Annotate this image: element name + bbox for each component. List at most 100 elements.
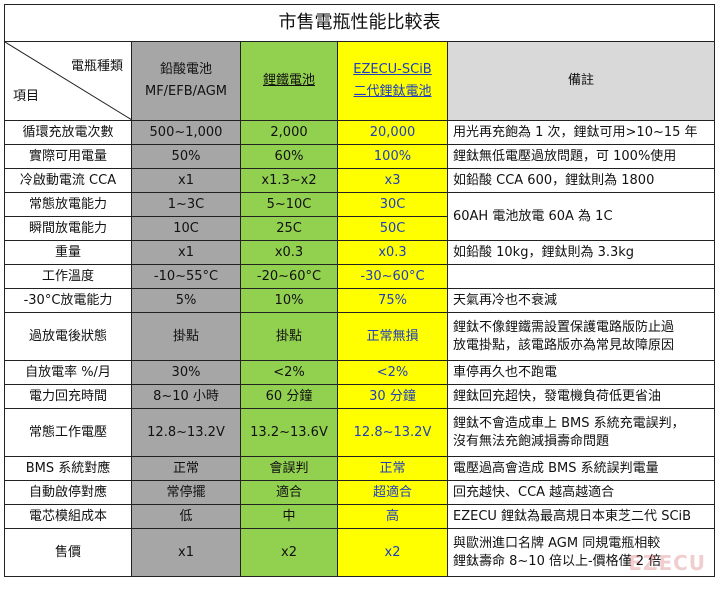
table-row: 重量 x1 x0.3 x0.3 如鉛酸 10kg，鋰鈦則為 3.3kg (4, 240, 716, 265)
cell-lead-acid: -10~55°C (131, 264, 241, 289)
cell-note: 如鉛酸 10kg，鋰鈦則為 3.3kg (446, 240, 716, 265)
cell-lead-acid: 500~1,000 (131, 120, 241, 145)
table-row: BMS 系統對應 正常 會誤判 正常 電壓過高會造成 BMS 系統誤判電量 (4, 456, 716, 481)
cell-lithium-titanate: x2 (337, 528, 448, 577)
cell-lithium-iron: 25C (240, 216, 338, 241)
cell-note: 60AH 電池放電 60A 為 1C (446, 192, 716, 241)
table-row: 電力回充時間 8~10 小時 60 分鐘 30 分鐘 鋰鈦回充超快，發電機負荷低… (4, 384, 716, 409)
row-label: BMS 系統對應 (4, 456, 132, 481)
comparison-table: 市售電瓶性能比較表 電瓶種類 項目 鉛酸電池 MF/EFB/AGM 鋰鐵電池 E… (3, 4, 716, 577)
table-row: -30°C放電能力 5% 10% 75% 天氣再冷也不衰減 (4, 288, 716, 313)
cell-lithium-iron: 適合 (240, 480, 338, 505)
cell-lithium-titanate: 正常 (337, 456, 448, 481)
table-row: 冷啟動電流 CCA x1 x1.3~x2 x3 如鉛酸 CCA 600，鋰鈦則為… (4, 168, 716, 193)
row-label: 自動啟停對應 (4, 480, 132, 505)
comparison-sheet: 市售電瓶性能比較表 電瓶種類 項目 鉛酸電池 MF/EFB/AGM 鋰鐵電池 E… (3, 4, 716, 577)
cell-lead-acid: 50% (131, 144, 241, 169)
cell-lead-acid: x1 (131, 240, 241, 265)
note-line: 鋰鈦壽命 8~10 倍以上-價格僅 2 倍 (453, 553, 662, 569)
cell-lithium-iron: 5~10C (240, 192, 338, 217)
table-row: 工作溫度 -10~55°C -20~60°C -30~60°C (4, 264, 716, 289)
cell-lithium-titanate: 高 (337, 504, 448, 529)
cell-note (446, 264, 716, 289)
cell-lithium-iron: x2 (240, 528, 338, 577)
cell-note: EZECU 鋰鈦為最高規日本東芝二代 SCiB (446, 504, 716, 529)
header-row: 電瓶種類 項目 鉛酸電池 MF/EFB/AGM 鋰鐵電池 EZECU-SCiB … (4, 41, 716, 121)
header-lithium-iron: 鋰鐵電池 (240, 41, 338, 121)
header-lead-acid-line1: 鉛酸電池 (159, 62, 212, 77)
header-lead-acid-line2: MF/EFB/AGM (144, 84, 228, 99)
row-label: 電力回充時間 (4, 384, 132, 409)
cell-lithium-titanate: 50C (337, 216, 448, 241)
table-row: 常態工作電壓 12.8~13.2V 13.2~13.6V 12.8~13.2V … (4, 408, 716, 457)
table-row: 實際可用電量 50% 60% 100% 鋰鈦無低電壓過放問題，可 100%使用 (4, 144, 716, 169)
cell-lithium-titanate: 75% (337, 288, 448, 313)
table-row: 售價 x1 x2 x2 與歐洲進口名牌 AGM 同規電瓶相較 鋰鈦壽命 8~10… (4, 528, 716, 577)
header-lithium-titanate: EZECU-SCiB 二代鋰鈦電池 (337, 41, 448, 121)
cell-lead-acid: 30% (131, 360, 241, 385)
cell-lead-acid: 10C (131, 216, 241, 241)
cell-note: 如鉛酸 CCA 600，鋰鈦則為 1800 (446, 168, 716, 193)
cell-note: 鋰鈦無低電壓過放問題，可 100%使用 (446, 144, 716, 169)
row-label: 售價 (4, 528, 132, 577)
cell-lithium-iron: 60 分鐘 (240, 384, 338, 409)
cell-lead-acid: 12.8~13.2V (131, 408, 241, 457)
cell-lithium-titanate: x3 (337, 168, 448, 193)
cell-lithium-titanate: 30 分鐘 (337, 384, 448, 409)
cell-note: 電壓過高會造成 BMS 系統誤判電量 (446, 456, 716, 481)
note-line: 鋰鈦不像鋰鐵需設置保護電路版防止過 (453, 319, 675, 335)
cell-lead-acid: 掛點 (131, 312, 241, 361)
row-label: 自放電率 %/月 (4, 360, 132, 385)
row-label: 重量 (4, 240, 132, 265)
header-notes: 備註 (446, 41, 716, 121)
cell-lithium-iron: 會誤判 (240, 456, 338, 481)
table-title: 市售電瓶性能比較表 (3, 4, 716, 42)
header-lithium-titanate-line2: 二代鋰鈦電池 (353, 84, 432, 99)
cell-lithium-titanate: x0.3 (337, 240, 448, 265)
note-line: 與歐洲進口名牌 AGM 同規電瓶相較 (453, 535, 661, 551)
cell-note: 用光再充飽為 1 次，鋰鈦可用>10~15 年 (446, 120, 716, 145)
note-line: 鋰鈦不會造成車上 BMS 系統充電誤判， (453, 415, 685, 431)
table-row: 自放電率 %/月 30% <2% <2% 車停再久也不跑電 (4, 360, 716, 385)
row-label: 常態放電能力 (4, 192, 132, 217)
cell-note: 鋰鈦不像鋰鐵需設置保護電路版防止過 放電掛點，該電路版亦為常見故障原因 (446, 312, 716, 361)
row-label: 循環充放電次數 (4, 120, 132, 145)
row-label: -30°C放電能力 (4, 288, 132, 313)
row-label: 瞬間放電能力 (4, 216, 132, 241)
cell-note: 車停再久也不跑電 (446, 360, 716, 385)
watermark-logo: EZECU (628, 551, 707, 575)
note-line: 放電掛點，該電路版亦為常見故障原因 (453, 337, 675, 353)
cell-lithium-titanate: -30~60°C (337, 264, 448, 289)
corner-bottom-label: 項目 (13, 89, 40, 104)
table-row: 過放電後狀態 掛點 掛點 正常無損 鋰鈦不像鋰鐵需設置保護電路版防止過 放電掛點… (4, 312, 716, 361)
row-label: 實際可用電量 (4, 144, 132, 169)
cell-lithium-titanate: 正常無損 (337, 312, 448, 361)
cell-lithium-iron: 10% (240, 288, 338, 313)
cell-lithium-iron: x0.3 (240, 240, 338, 265)
cell-lead-acid: 常停擺 (131, 480, 241, 505)
cell-note: 天氣再冷也不衰減 (446, 288, 716, 313)
cell-lithium-titanate: 超適合 (337, 480, 448, 505)
cell-lithium-titanate: 100% (337, 144, 448, 169)
cell-lead-acid: x1 (131, 168, 241, 193)
cell-lead-acid: 8~10 小時 (131, 384, 241, 409)
table-row: 自動啟停對應 常停擺 適合 超適合 回充越快、CCA 越高越適合 (4, 480, 716, 505)
header-lead-acid: 鉛酸電池 MF/EFB/AGM (131, 41, 241, 121)
cell-lithium-iron: 13.2~13.6V (240, 408, 338, 457)
title-row: 市售電瓶性能比較表 (3, 4, 716, 42)
table-row: 瞬間放電能力 10C 25C 50C (4, 216, 715, 241)
cell-lithium-iron: 60% (240, 144, 338, 169)
table-row: 循環充放電次數 500~1,000 2,000 20,000 用光再充飽為 1 … (4, 120, 716, 145)
cell-note: 與歐洲進口名牌 AGM 同規電瓶相較 鋰鈦壽命 8~10 倍以上-價格僅 2 倍… (446, 528, 716, 577)
cell-lithium-titanate: 30C (337, 192, 448, 217)
header-lithium-iron-label: 鋰鐵電池 (262, 73, 315, 88)
cell-lithium-iron: -20~60°C (240, 264, 338, 289)
header-lithium-titanate-line1: EZECU-SCiB (353, 62, 432, 77)
cell-lithium-iron: 掛點 (240, 312, 338, 361)
cell-lithium-iron: 2,000 (240, 120, 338, 145)
row-label: 工作溫度 (4, 264, 132, 289)
cell-lithium-iron: <2% (240, 360, 338, 385)
cell-lithium-titanate: 20,000 (337, 120, 448, 145)
note-line: 沒有無法充飽減損壽命問題 (453, 433, 610, 449)
cell-lead-acid: 低 (131, 504, 241, 529)
